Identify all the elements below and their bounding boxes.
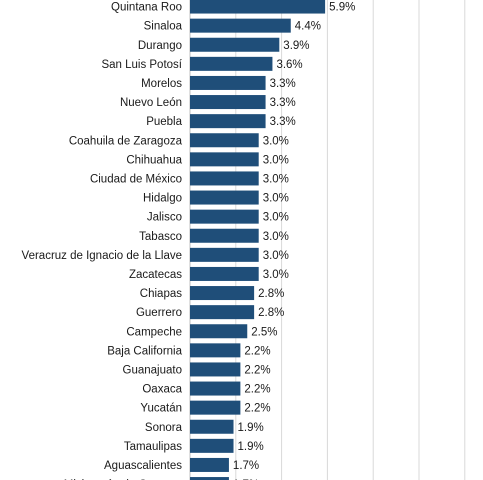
data-label: 5.9% bbox=[329, 2, 355, 14]
data-label: 2.2% bbox=[244, 403, 270, 415]
bar bbox=[190, 419, 234, 434]
category-label: Sinaloa bbox=[144, 21, 183, 33]
bar bbox=[190, 75, 266, 90]
data-label: 2.2% bbox=[244, 345, 270, 357]
data-label: 3.3% bbox=[270, 97, 296, 109]
bar bbox=[190, 209, 259, 224]
bars bbox=[190, 0, 326, 480]
bar bbox=[190, 286, 255, 301]
category-label: Zacatecas bbox=[129, 269, 182, 281]
data-label: 3.9% bbox=[283, 40, 309, 52]
data-label: 3.0% bbox=[263, 154, 289, 166]
data-label: 3.0% bbox=[263, 269, 289, 281]
bar bbox=[190, 438, 234, 453]
bar bbox=[190, 324, 248, 339]
category-label: Quintana Roo bbox=[111, 2, 182, 14]
bar bbox=[190, 477, 229, 480]
category-label: Guerrero bbox=[136, 307, 182, 319]
category-label: Yucatán bbox=[140, 403, 182, 415]
bar bbox=[190, 152, 259, 167]
bar bbox=[190, 457, 229, 472]
category-label: Morelos bbox=[141, 78, 182, 90]
data-label: 3.3% bbox=[270, 116, 296, 128]
bar bbox=[190, 37, 280, 52]
data-label: 2.5% bbox=[251, 326, 277, 338]
category-label: Veracruz de Ignacio de la Llave bbox=[22, 250, 182, 262]
data-label: 3.0% bbox=[263, 231, 289, 243]
category-label: Baja California bbox=[107, 345, 182, 357]
category-label: Durango bbox=[138, 40, 182, 52]
category-label: Tabasco bbox=[139, 231, 182, 243]
data-label: 4.4% bbox=[295, 21, 321, 33]
bar bbox=[190, 95, 266, 110]
data-label: 1.9% bbox=[238, 422, 264, 434]
category-label: Puebla bbox=[146, 116, 182, 128]
bar bbox=[190, 0, 326, 14]
data-label: 3.0% bbox=[263, 212, 289, 224]
bar bbox=[190, 18, 291, 33]
category-labels: Quintana Roo Sinaloa Durango San Luis Potos… bbox=[22, 2, 183, 480]
data-label: 2.2% bbox=[244, 364, 270, 376]
value-labels: 5.9% 4.4% 3.9% 3.6% 3.3% 3.3% 3.3% 3.0% 3.0% 3.0%… bbox=[233, 2, 355, 480]
category-label: Hidalgo bbox=[143, 193, 182, 205]
bar bbox=[190, 400, 241, 415]
data-label: 1.7% bbox=[233, 460, 259, 472]
bar bbox=[190, 247, 259, 262]
category-label: Guanajuato bbox=[123, 364, 182, 376]
category-label: Campeche bbox=[126, 326, 182, 338]
bar bbox=[190, 381, 241, 396]
category-label: Nuevo León bbox=[120, 97, 182, 109]
category-label: Coahuila de Zaragoza bbox=[69, 135, 183, 147]
category-label: Oaxaca bbox=[142, 384, 182, 396]
category-label: Chiapas bbox=[140, 288, 182, 300]
data-label: 2.2% bbox=[244, 384, 270, 396]
bar bbox=[190, 171, 259, 186]
category-label: Jalisco bbox=[147, 212, 182, 224]
data-label: 3.6% bbox=[276, 59, 302, 71]
bar bbox=[190, 133, 259, 148]
data-label: 1.9% bbox=[238, 441, 264, 453]
category-label: Tamaulipas bbox=[124, 441, 182, 453]
data-label: 3.0% bbox=[263, 193, 289, 205]
data-label: 3.0% bbox=[263, 173, 289, 185]
bar bbox=[190, 305, 255, 320]
data-label: 2.8% bbox=[258, 307, 284, 319]
category-label: Ciudad de México bbox=[90, 173, 182, 185]
bar bbox=[190, 266, 259, 281]
category-label: Aguascalientes bbox=[104, 460, 182, 472]
data-label: 3.0% bbox=[263, 135, 289, 147]
bar bbox=[190, 343, 241, 358]
bar bbox=[190, 56, 273, 71]
bar bbox=[190, 228, 259, 243]
data-label: 3.3% bbox=[270, 78, 296, 90]
category-label: San Luis Potosí bbox=[101, 59, 182, 71]
data-label: 3.0% bbox=[263, 250, 289, 262]
bar bbox=[190, 190, 259, 205]
category-label: Sonora bbox=[145, 422, 183, 434]
bar bbox=[190, 362, 241, 377]
data-label: 2.8% bbox=[258, 288, 284, 300]
bar bbox=[190, 114, 266, 129]
category-label: Chihuahua bbox=[126, 154, 182, 166]
